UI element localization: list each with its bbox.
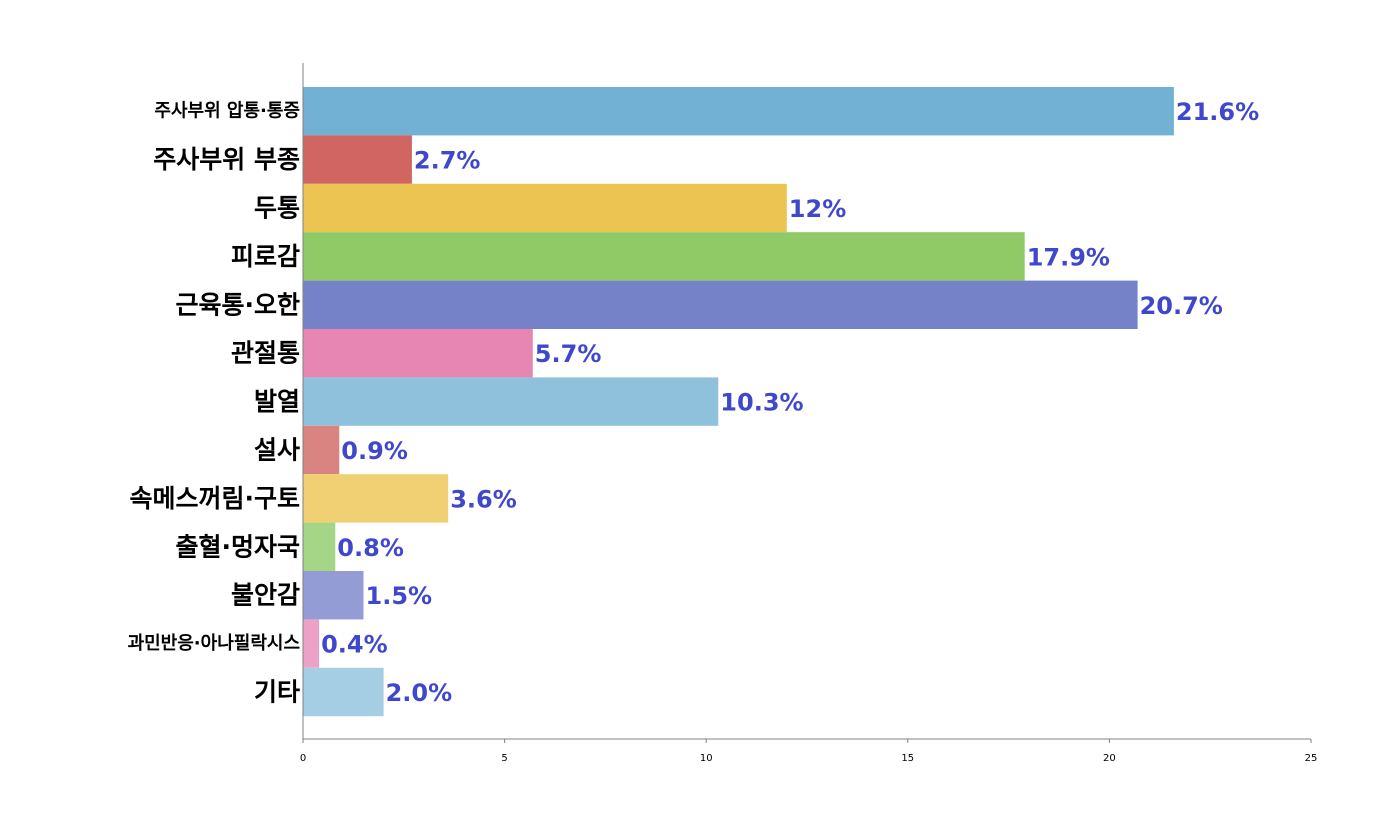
category-label: 주사부위 부종	[153, 145, 300, 174]
value-label: 21.6%	[1176, 98, 1259, 126]
value-label: 0.9%	[341, 437, 408, 465]
value-label: 10.3%	[720, 389, 803, 417]
category-label: 두통	[254, 194, 300, 223]
category-label: 과민반응·아나필락시스	[128, 633, 300, 654]
bar	[303, 232, 1025, 281]
x-tick-label: 15	[901, 753, 914, 764]
value-label: 5.7%	[535, 340, 602, 368]
value-label: 0.4%	[321, 631, 388, 659]
category-label: 근육통·오한	[176, 290, 301, 319]
bar	[303, 571, 364, 620]
bar	[303, 667, 384, 717]
value-label: 1.5%	[366, 582, 433, 610]
x-tick-label: 25	[1305, 753, 1318, 764]
x-tick-label: 10	[700, 753, 713, 764]
axes-group: 0 5 10 15 20 25	[300, 63, 1318, 764]
bar	[303, 619, 320, 668]
category-label: 주사부위 압통·통증	[154, 101, 300, 122]
bar	[303, 183, 787, 233]
value-label: 0.8%	[337, 534, 404, 562]
value-label: 2.0%	[386, 679, 453, 707]
value-label: 12%	[789, 195, 846, 223]
value-label: 17.9%	[1027, 243, 1110, 271]
category-label: 불안감	[231, 581, 300, 610]
bar	[303, 329, 533, 378]
bar	[303, 522, 336, 571]
category-label: 발열	[254, 387, 300, 416]
bar	[303, 474, 449, 523]
category-label: 관절통	[231, 339, 300, 368]
value-label: 3.6%	[450, 485, 517, 513]
bar	[303, 280, 1138, 329]
category-label: 출혈·멍자국	[176, 532, 301, 561]
x-tick-label: 20	[1103, 753, 1116, 764]
value-label: 20.7%	[1140, 292, 1223, 320]
category-label: 피로감	[231, 242, 300, 271]
category-label: 설사	[254, 436, 300, 465]
labels-group: 주사부위 압통·통증 21.6% 주사부위 부종 2.7% 두통 12% 피로감 17.9% 근…	[128, 98, 1260, 707]
bars-group	[303, 87, 1174, 717]
bar	[303, 377, 719, 426]
bar	[303, 425, 340, 475]
category-label: 기타	[254, 678, 300, 707]
x-tick-label: 5	[501, 753, 507, 764]
value-label: 2.7%	[414, 147, 481, 175]
bar	[303, 87, 1174, 136]
bar	[303, 135, 412, 184]
x-tick-label: 0	[300, 753, 306, 764]
category-label: 속메스꺼림·구토	[130, 484, 301, 513]
